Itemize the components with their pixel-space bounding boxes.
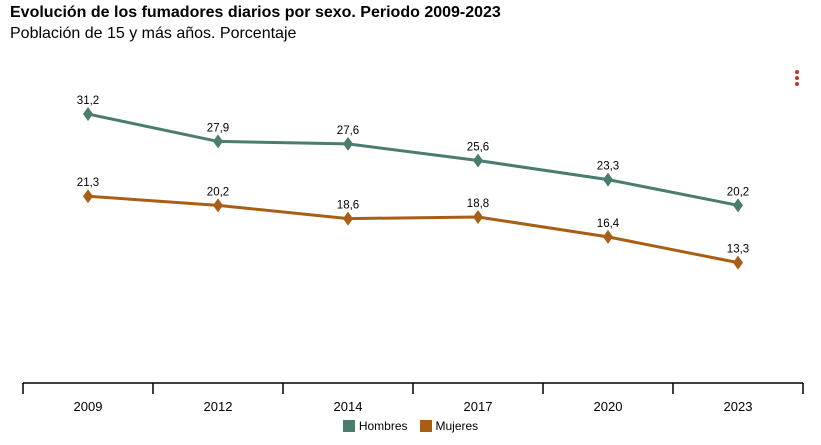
x-tick-label: 2020 <box>594 399 623 414</box>
data-point-mujeres <box>83 189 93 204</box>
legend-item-hombres[interactable]: Hombres <box>342 419 408 433</box>
x-tick-label: 2014 <box>334 399 363 414</box>
data-label-hombres: 23,3 <box>597 161 619 173</box>
chart-legend: Hombres Mujeres <box>0 419 821 433</box>
data-point-hombres <box>343 136 353 151</box>
data-label-hombres: 27,9 <box>207 122 229 134</box>
x-tick-label: 2017 <box>464 399 493 414</box>
series-line-mujeres <box>87 194 739 265</box>
data-point-hombres <box>733 198 743 213</box>
data-point-mujeres <box>603 229 613 244</box>
kebab-menu-icon[interactable] <box>790 68 804 88</box>
data-label-mujeres: 18,6 <box>337 200 359 212</box>
data-label-mujeres: 16,4 <box>597 218 620 230</box>
series-line-hombres <box>87 112 739 207</box>
data-label-hombres: 25,6 <box>467 142 489 154</box>
menu-dot <box>795 76 799 80</box>
data-point-mujeres <box>343 211 353 226</box>
data-label-mujeres: 13,3 <box>727 244 749 256</box>
data-label-mujeres: 20,2 <box>207 186 229 198</box>
data-point-mujeres <box>733 255 743 270</box>
data-label-mujeres: 18,8 <box>467 198 489 210</box>
data-label-mujeres: 21,3 <box>77 177 99 189</box>
data-label-hombres: 20,2 <box>727 186 749 198</box>
line-chart: 2009 2012 2014 2017 2020 2023 31,2 27,9 27,6 25,6… <box>22 95 804 414</box>
data-point-hombres <box>603 172 613 187</box>
menu-dot <box>795 82 799 86</box>
legend-label: Hombres <box>358 419 408 433</box>
data-point-mujeres <box>473 209 483 224</box>
x-tick-label: 2012 <box>204 399 233 414</box>
data-label-hombres: 27,6 <box>337 125 359 137</box>
chart-subtitle: Población de 15 y más años. Porcentaje <box>10 25 297 42</box>
data-point-hombres <box>83 107 93 122</box>
data-label-hombres: 31,2 <box>77 95 99 107</box>
legend-item-mujeres[interactable]: Mujeres <box>419 419 479 433</box>
x-tick-label: 2023 <box>724 399 753 414</box>
data-point-hombres <box>473 153 483 168</box>
menu-dot <box>795 70 799 74</box>
x-tick-label: 2009 <box>74 399 103 414</box>
legend-swatch <box>419 420 432 432</box>
legend-swatch <box>342 420 355 432</box>
chart-title: Evolución de los fumadores diarios por s… <box>10 4 501 21</box>
data-point-mujeres <box>213 198 223 213</box>
legend-label: Mujeres <box>435 419 479 433</box>
data-point-hombres <box>213 134 223 149</box>
